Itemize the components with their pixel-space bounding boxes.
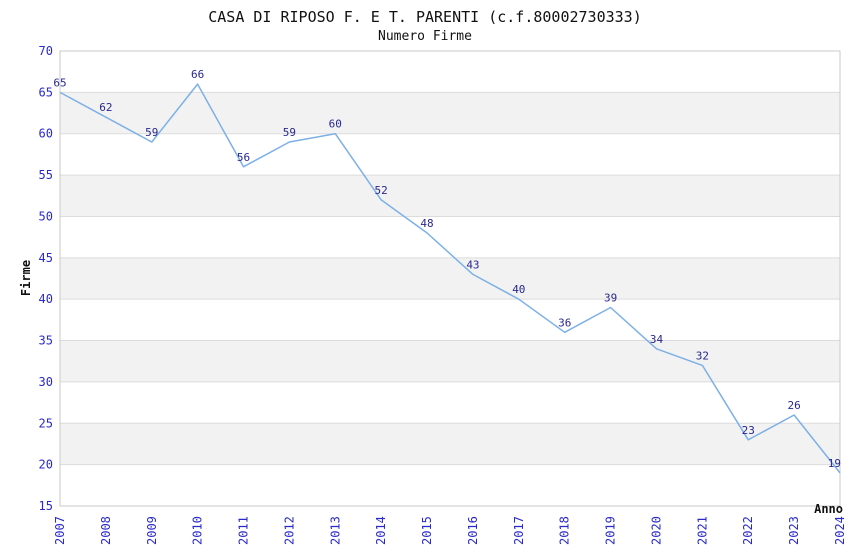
data-point-label: 48 bbox=[420, 217, 433, 230]
y-tick-label: 30 bbox=[39, 375, 53, 389]
y-tick-label: 60 bbox=[39, 127, 53, 141]
plot-band bbox=[60, 92, 840, 134]
data-point-label: 36 bbox=[558, 316, 571, 329]
data-point-label: 62 bbox=[99, 101, 112, 114]
chart-subtitle: Numero Firme bbox=[378, 29, 472, 44]
data-point-label: 32 bbox=[696, 349, 709, 362]
y-tick-label: 15 bbox=[39, 499, 53, 513]
plot-border bbox=[59, 50, 841, 507]
x-tick-label: 2009 bbox=[145, 516, 159, 545]
y-tick-label: 45 bbox=[39, 251, 53, 265]
y-tick-label: 20 bbox=[39, 458, 53, 472]
y-tick-label: 35 bbox=[39, 334, 53, 348]
x-tick-label: 2012 bbox=[282, 516, 296, 545]
data-point-label: 23 bbox=[742, 424, 755, 437]
x-tick-label: 2021 bbox=[695, 516, 709, 545]
data-point-label: 26 bbox=[787, 399, 800, 412]
data-point-label: 59 bbox=[283, 126, 296, 139]
y-tick-label: 55 bbox=[39, 168, 53, 182]
y-tick-label: 50 bbox=[39, 209, 53, 223]
y-tick-label: 65 bbox=[39, 85, 53, 99]
y-tick-label: 40 bbox=[39, 292, 53, 306]
y-tick-label: 25 bbox=[39, 416, 53, 430]
data-point-label: 39 bbox=[604, 291, 617, 304]
x-axis-title: Anno bbox=[814, 502, 843, 516]
data-point-label: 56 bbox=[237, 151, 250, 164]
data-point-label: 34 bbox=[650, 333, 664, 346]
x-tick-label: 2007 bbox=[53, 516, 67, 545]
plot-band bbox=[60, 340, 840, 382]
data-point-label: 43 bbox=[466, 258, 479, 271]
chart-title: CASA DI RIPOSO F. E T. PARENTI (c.f.8000… bbox=[208, 8, 642, 26]
data-point-label: 60 bbox=[329, 118, 342, 131]
x-tick-label: 2020 bbox=[650, 516, 664, 545]
x-tick-label: 2011 bbox=[237, 516, 251, 545]
data-point-label: 52 bbox=[375, 184, 388, 197]
x-tick-label: 2023 bbox=[787, 516, 801, 545]
x-tick-label: 2017 bbox=[512, 516, 526, 545]
data-point-label: 65 bbox=[53, 76, 66, 89]
series-line bbox=[59, 83, 841, 474]
x-tick-label: 2016 bbox=[466, 516, 480, 545]
data-point-label: 59 bbox=[145, 126, 158, 139]
x-tick-label: 2019 bbox=[604, 516, 618, 545]
plot-band bbox=[60, 423, 840, 465]
plot-band bbox=[60, 175, 840, 217]
data-point-label: 66 bbox=[191, 68, 204, 81]
x-tick-label: 2010 bbox=[191, 516, 205, 545]
x-tick-label: 2008 bbox=[99, 516, 113, 545]
x-tick-label: 2013 bbox=[328, 516, 342, 545]
x-tick-label: 2015 bbox=[420, 516, 434, 545]
plot-band bbox=[60, 257, 840, 300]
y-tick-label: 70 bbox=[39, 44, 53, 58]
data-point-label: 40 bbox=[512, 283, 525, 296]
x-tick-label: 2024 bbox=[833, 516, 847, 545]
x-tick-label: 2014 bbox=[374, 516, 388, 545]
x-tick-label: 2018 bbox=[558, 516, 572, 545]
data-point-label: 19 bbox=[828, 457, 841, 470]
y-axis-title: Firme bbox=[19, 259, 33, 297]
x-tick-label: 2022 bbox=[741, 516, 755, 545]
